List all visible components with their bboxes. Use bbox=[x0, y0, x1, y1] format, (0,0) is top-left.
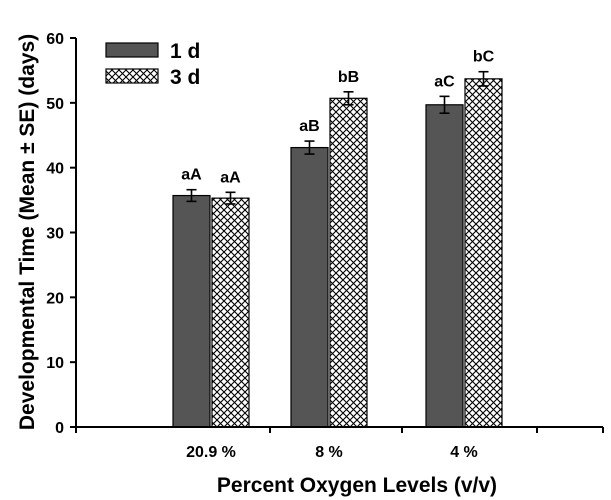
legend-label: 1 d bbox=[170, 40, 200, 63]
legend: 1 d3 d bbox=[105, 40, 200, 89]
bar-3d bbox=[464, 78, 503, 428]
y-tick-label: 40 bbox=[46, 161, 64, 178]
bar-1d bbox=[290, 146, 329, 428]
x-axis-title: Percent Oxygen Levels (v/v) bbox=[217, 474, 497, 497]
y-tick-label: 50 bbox=[46, 96, 64, 113]
y-tick-label: 20 bbox=[46, 290, 64, 307]
axes-group: 0 10 20 30 40 50 60 20.9 % 8 % 4 % bbox=[46, 31, 604, 461]
bar-3d bbox=[329, 97, 368, 428]
legend-label: 3 d bbox=[170, 66, 200, 89]
legend-swatch-3d bbox=[105, 68, 159, 84]
y-tick-label: 60 bbox=[46, 31, 64, 48]
bar-1d bbox=[172, 194, 211, 428]
significance-label: bB bbox=[338, 69, 359, 86]
y-tick-label: 10 bbox=[46, 355, 64, 372]
bar-3d bbox=[211, 197, 250, 428]
legend-swatch-1d bbox=[105, 42, 159, 58]
bars-group: aA aA aB bB aC bC bbox=[172, 49, 503, 428]
significance-label: aA bbox=[220, 169, 241, 186]
significance-label: aA bbox=[181, 167, 202, 184]
significance-label: aB bbox=[299, 118, 319, 135]
significance-label: aC bbox=[434, 73, 455, 90]
y-axis-title: Developmental Time (Mean ± SE) (days) bbox=[16, 34, 39, 430]
bar-1d bbox=[425, 104, 464, 428]
y-tick-label: 0 bbox=[55, 420, 64, 437]
x-tick-label: 4 % bbox=[450, 444, 478, 461]
x-tick-label: 8 % bbox=[315, 444, 343, 461]
y-tick-label: 30 bbox=[46, 226, 64, 243]
x-tick-label: 20.9 % bbox=[186, 444, 236, 461]
significance-label: bC bbox=[473, 49, 495, 66]
